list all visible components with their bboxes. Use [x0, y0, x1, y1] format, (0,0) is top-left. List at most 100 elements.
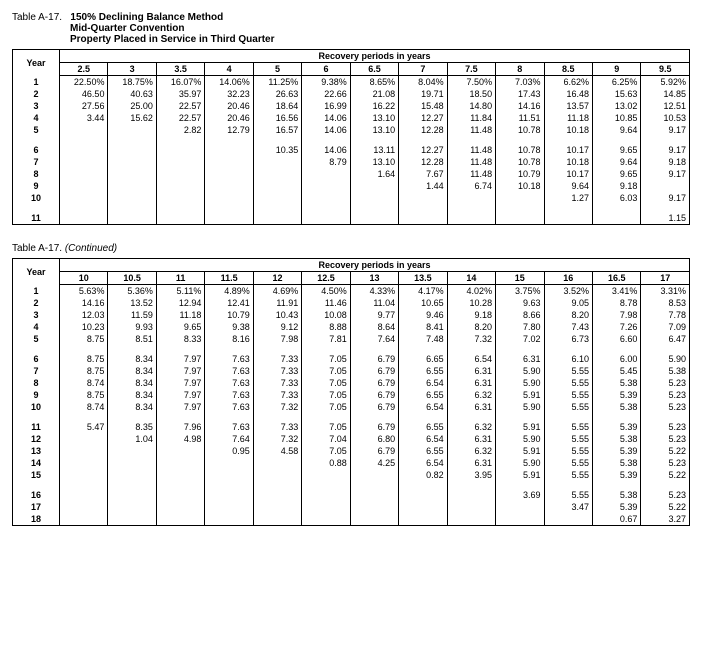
spacer	[205, 481, 253, 489]
value-cell: 7.81	[302, 333, 350, 345]
value-cell: 22.66	[302, 88, 350, 100]
spacer	[496, 345, 544, 353]
value-cell	[496, 501, 544, 513]
value-cell: 5.38	[641, 365, 690, 377]
spacer	[156, 413, 204, 421]
value-cell	[253, 192, 301, 204]
value-cell: 9.65	[592, 168, 640, 180]
value-cell	[302, 469, 350, 481]
value-cell	[60, 513, 108, 526]
value-cell	[156, 445, 204, 457]
value-cell: 9.64	[592, 124, 640, 136]
value-cell: 7.48	[399, 333, 447, 345]
value-cell	[108, 124, 156, 136]
year-cell: 4	[13, 112, 60, 124]
value-cell: 10.17	[544, 144, 592, 156]
table1-title-line3: Property Placed in Service in Third Quar…	[70, 34, 275, 45]
value-cell	[544, 212, 592, 225]
spacer	[447, 481, 495, 489]
value-cell: 6.55	[399, 421, 447, 433]
value-cell: 6.54	[399, 433, 447, 445]
value-cell	[156, 469, 204, 481]
value-cell: 4.17%	[399, 285, 447, 298]
value-cell: 13.10	[350, 156, 398, 168]
spacer	[13, 204, 60, 212]
value-cell: 7.97	[156, 365, 204, 377]
value-cell: 6.31	[447, 365, 495, 377]
value-cell: 6.03	[592, 192, 640, 204]
value-cell: 5.38	[592, 433, 640, 445]
value-cell: 10.43	[253, 309, 301, 321]
value-cell: 7.64	[205, 433, 253, 445]
col-header: 3.5	[156, 63, 204, 76]
spacer	[447, 413, 495, 421]
value-cell	[108, 457, 156, 469]
value-cell	[205, 156, 253, 168]
value-cell	[108, 192, 156, 204]
value-cell	[156, 192, 204, 204]
year-cell: 13	[13, 445, 60, 457]
value-cell: 20.46	[205, 100, 253, 112]
value-cell: 6.54	[399, 457, 447, 469]
value-cell: 10.53	[641, 112, 690, 124]
value-cell: 6.54	[399, 377, 447, 389]
spacer	[156, 345, 204, 353]
value-cell: 8.65%	[350, 76, 398, 89]
value-cell: 8.64	[350, 321, 398, 333]
value-cell: 5.11%	[156, 285, 204, 298]
value-cell: 6.31	[496, 353, 544, 365]
value-cell: 5.47	[60, 421, 108, 433]
value-cell: 6.32	[447, 389, 495, 401]
value-cell: 9.38%	[302, 76, 350, 89]
value-cell: 6.55	[399, 445, 447, 457]
year-cell: 15	[13, 469, 60, 481]
col-header: 11.5	[205, 272, 253, 285]
spacer	[350, 136, 398, 144]
value-cell: 12.94	[156, 297, 204, 309]
value-cell	[205, 212, 253, 225]
col-header: 13.5	[399, 272, 447, 285]
value-cell: 7.80	[496, 321, 544, 333]
value-cell: 5.55	[544, 421, 592, 433]
value-cell: 6.62%	[544, 76, 592, 89]
year-cell: 2	[13, 297, 60, 309]
value-cell	[399, 489, 447, 501]
value-cell: 8.34	[108, 353, 156, 365]
col-header: 2.5	[60, 63, 108, 76]
value-cell	[205, 192, 253, 204]
value-cell: 21.08	[350, 88, 398, 100]
value-cell: 7.63	[205, 365, 253, 377]
value-cell	[592, 212, 640, 225]
value-cell: 0.88	[302, 457, 350, 469]
value-cell: 14.16	[60, 297, 108, 309]
col-header: 12	[253, 272, 301, 285]
year-cell: 6	[13, 144, 60, 156]
spacer	[641, 136, 690, 144]
value-cell: 8.16	[205, 333, 253, 345]
value-cell	[60, 180, 108, 192]
spacer	[205, 413, 253, 421]
value-cell: 7.97	[156, 353, 204, 365]
value-cell: 6.79	[350, 377, 398, 389]
value-cell: 5.91	[496, 421, 544, 433]
value-cell	[399, 513, 447, 526]
value-cell: 9.17	[641, 144, 690, 156]
value-cell: 9.77	[350, 309, 398, 321]
value-cell: 6.10	[544, 353, 592, 365]
value-cell	[253, 212, 301, 225]
value-cell: 5.23	[641, 401, 690, 413]
col-header: 12.5	[302, 272, 350, 285]
value-cell	[108, 489, 156, 501]
spacer	[302, 204, 350, 212]
value-cell	[350, 513, 398, 526]
col-header: 7.5	[447, 63, 495, 76]
value-cell: 35.97	[156, 88, 204, 100]
value-cell: 12.51	[641, 100, 690, 112]
value-cell: 26.63	[253, 88, 301, 100]
spacer	[108, 413, 156, 421]
value-cell: 7.98	[592, 309, 640, 321]
value-cell: 5.90	[496, 365, 544, 377]
value-cell: 9.17	[641, 168, 690, 180]
value-cell: 25.00	[108, 100, 156, 112]
value-cell: 7.05	[302, 389, 350, 401]
